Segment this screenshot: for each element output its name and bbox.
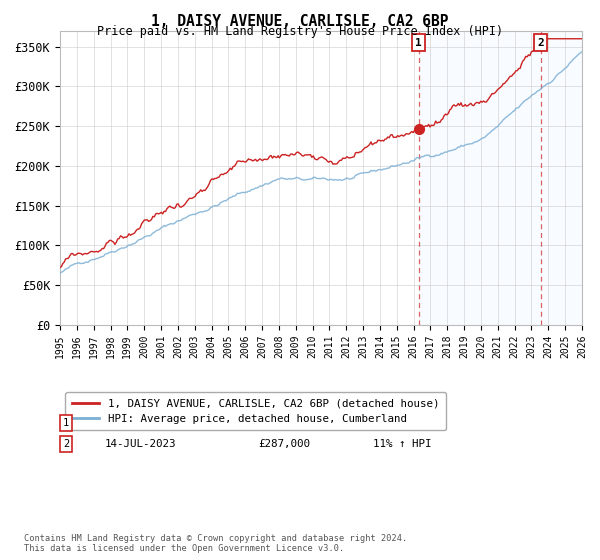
Text: 18% ↑ HPI: 18% ↑ HPI	[373, 418, 432, 428]
Text: 2: 2	[63, 439, 70, 449]
Text: Price paid vs. HM Land Registry's House Price Index (HPI): Price paid vs. HM Land Registry's House …	[97, 25, 503, 38]
Text: Contains HM Land Registry data © Crown copyright and database right 2024.
This d: Contains HM Land Registry data © Crown c…	[24, 534, 407, 553]
Text: 1: 1	[415, 38, 422, 48]
Text: 2: 2	[537, 38, 544, 48]
Text: 11% ↑ HPI: 11% ↑ HPI	[373, 439, 432, 449]
Text: 1, DAISY AVENUE, CARLISLE, CA2 6BP: 1, DAISY AVENUE, CARLISLE, CA2 6BP	[151, 14, 449, 29]
Text: £287,000: £287,000	[259, 439, 310, 449]
Legend: 1, DAISY AVENUE, CARLISLE, CA2 6BP (detached house), HPI: Average price, detache: 1, DAISY AVENUE, CARLISLE, CA2 6BP (deta…	[65, 392, 446, 431]
Text: £246,995: £246,995	[259, 418, 310, 428]
Text: 22-APR-2016: 22-APR-2016	[104, 418, 176, 428]
Text: 1: 1	[63, 418, 70, 428]
Text: 14-JUL-2023: 14-JUL-2023	[104, 439, 176, 449]
Bar	[541, 31, 582, 325]
Bar	[419, 31, 582, 325]
